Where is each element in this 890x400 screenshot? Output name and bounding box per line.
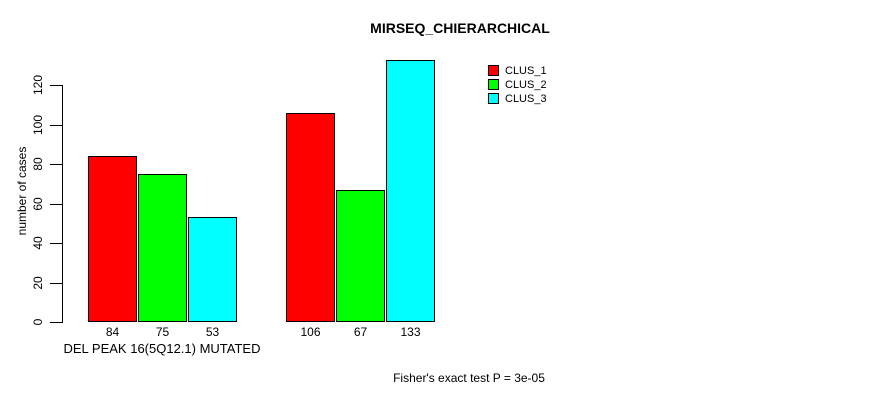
bar-value-label: 84 (105, 325, 120, 339)
legend-swatch-icon (488, 93, 499, 104)
legend-item-clus_3: CLUS_3 (488, 92, 547, 105)
y-tick (50, 243, 62, 245)
bar-clus_3-group2 (386, 59, 435, 322)
legend: CLUS_1 CLUS_2 CLUS_3 (488, 65, 547, 107)
y-tick-label: 40 (31, 236, 45, 250)
y-tick (50, 85, 62, 87)
y-axis-label: number of cases (15, 146, 29, 236)
bar-value-label: 75 (155, 325, 170, 339)
legend-swatch-icon (488, 79, 499, 90)
y-tick (50, 124, 62, 126)
bar-clus_2-group2 (336, 189, 385, 322)
fisher-test-annotation: Fisher's exact test P = 3e-05 (393, 371, 545, 385)
bar-clus_3-group1 (188, 217, 237, 322)
legend-swatch-icon (488, 65, 499, 76)
legend-item-clus_2: CLUS_2 (488, 78, 547, 91)
y-tick-label: 120 (31, 75, 45, 96)
bar-clus_1-group1 (88, 156, 137, 322)
y-tick-label: 0 (31, 318, 45, 326)
chart-title: MIRSEQ_CHIERARCHICAL (370, 20, 550, 36)
bar-value-label: 106 (300, 325, 321, 339)
legend-item-clus_1: CLUS_1 (488, 64, 547, 77)
bar-value-label: 133 (400, 325, 421, 339)
bar-value-label: 67 (353, 325, 368, 339)
y-tick-label: 80 (31, 157, 45, 171)
y-tick-label: 20 (31, 275, 45, 290)
x-axis-group-label: DEL PEAK 16(5Q12.1) MUTATED (63, 341, 261, 356)
y-tick (50, 203, 62, 205)
bar-clus_1-group2 (286, 112, 335, 322)
y-tick (50, 282, 62, 284)
legend-label: CLUS_2 (505, 78, 547, 91)
y-axis-line (62, 85, 63, 323)
y-tick (50, 164, 62, 166)
legend-label: CLUS_1 (505, 64, 547, 77)
bar-clus_2-group1 (138, 174, 187, 322)
y-tick-label: 60 (31, 196, 45, 211)
y-tick (50, 322, 62, 323)
bar-value-label: 53 (205, 325, 220, 339)
legend-label: CLUS_3 (505, 92, 547, 105)
y-tick-label: 100 (31, 114, 45, 135)
